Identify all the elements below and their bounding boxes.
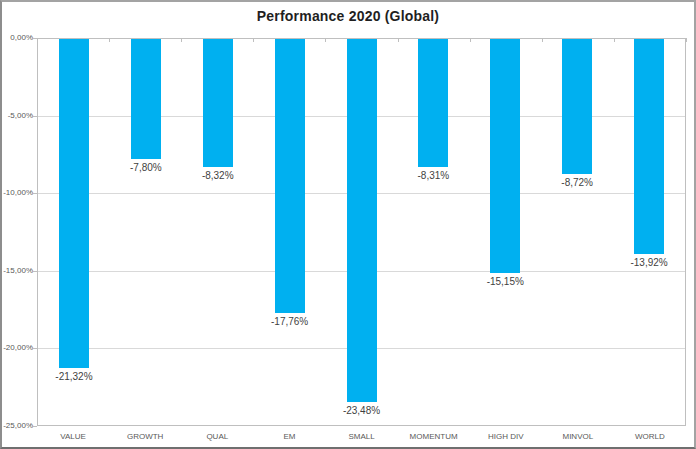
data-label: -8,32% <box>188 170 248 181</box>
x-category-label-minvol: MINVOL <box>542 431 614 443</box>
data-label: -8,72% <box>547 177 607 188</box>
x-category-label-growth: GROWTH <box>109 431 181 443</box>
x-tick-mark <box>109 38 110 42</box>
x-category-label-high-div: HIGH DIV <box>470 431 542 443</box>
y-tick-label: -5,00% <box>2 111 33 121</box>
x-category-label-momentum: MOMENTUM <box>398 431 470 443</box>
bar-value <box>59 39 89 368</box>
x-category-label-qual: QUAL <box>181 431 253 443</box>
y-tick-mark <box>33 426 37 427</box>
y-tick-mark <box>33 193 37 194</box>
x-tick-mark <box>253 38 254 42</box>
x-category-label-world: WORLD <box>614 431 686 443</box>
bar-high-div <box>490 39 520 273</box>
x-category-label-value: VALUE <box>37 431 109 443</box>
chart-title: Performance 2020 (Global) <box>2 8 694 24</box>
bar-momentum <box>418 39 448 167</box>
y-tick-label: -10,00% <box>2 188 33 198</box>
y-tick-label: -25,00% <box>2 421 33 431</box>
x-tick-mark <box>325 38 326 42</box>
x-category-label-em: EM <box>253 431 325 443</box>
x-tick-mark <box>37 38 38 42</box>
data-label: -7,80% <box>116 162 176 173</box>
y-tick-mark <box>33 116 37 117</box>
bar-small <box>347 39 377 402</box>
x-tick-mark <box>542 38 543 42</box>
x-tick-mark <box>181 38 182 42</box>
bar-qual <box>203 39 233 167</box>
y-tick-mark <box>33 348 37 349</box>
chart: Performance 2020 (Global) -21,32%-7,80%-… <box>0 0 696 449</box>
data-label: -8,31% <box>403 170 463 181</box>
bar-growth <box>131 39 161 159</box>
data-label: -23,48% <box>332 405 392 416</box>
bar-world <box>634 39 664 254</box>
x-tick-mark <box>686 38 687 42</box>
bar-em <box>275 39 305 313</box>
data-label: -15,15% <box>475 276 535 287</box>
data-label: -13,92% <box>619 257 679 268</box>
data-label: -21,32% <box>44 371 104 382</box>
data-label: -17,76% <box>260 316 320 327</box>
x-tick-mark <box>470 38 471 42</box>
plot-area: -21,32% -7,80% -8,32% -17,76% -23,48% -8,31% -… <box>37 38 686 426</box>
y-tick-label: -15,00% <box>2 266 33 276</box>
x-tick-mark <box>398 38 399 42</box>
bar-minvol <box>562 39 592 174</box>
y-tick-label: -20,00% <box>2 343 33 353</box>
y-tick-mark <box>33 271 37 272</box>
y-tick-label: 0,00% <box>2 33 33 43</box>
x-tick-mark <box>614 38 615 42</box>
x-category-label-small: SMALL <box>325 431 397 443</box>
